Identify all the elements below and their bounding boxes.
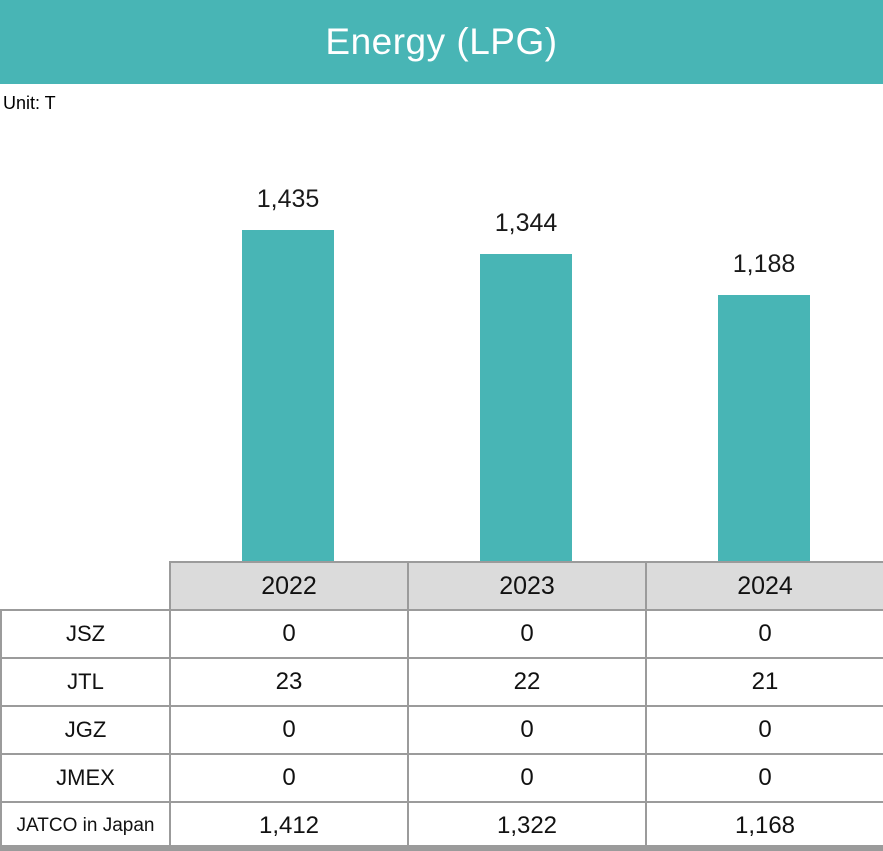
table-row: JMEX 0 0 0	[0, 753, 883, 803]
cell-value: 1,412	[169, 801, 409, 851]
bar	[480, 254, 572, 561]
cell-value: 21	[645, 657, 883, 707]
title-banner: Energy (LPG)	[0, 0, 883, 84]
column-header-2024: 2024	[645, 561, 883, 611]
cell-value: 22	[407, 657, 647, 707]
column-header-2022: 2022	[169, 561, 409, 611]
bar	[718, 295, 810, 561]
row-label-jsz: JSZ	[0, 609, 171, 659]
corner-cell	[1, 562, 170, 610]
row-label-jmex: JMEX	[0, 753, 171, 803]
page-title: Energy (LPG)	[325, 21, 558, 62]
table-row: JSZ 0 0 0	[0, 609, 883, 659]
cell-value: 0	[407, 609, 647, 659]
bar-value-label: 1,344	[494, 209, 558, 237]
cell-value: 0	[407, 705, 647, 755]
table-row: JGZ 0 0 0	[0, 705, 883, 755]
row-label-jatco-in-japan: JATCO in Japan	[0, 801, 171, 851]
cell-value: 0	[407, 753, 647, 803]
cell-value: 0	[169, 705, 409, 755]
cell-value: 1,322	[407, 801, 647, 851]
cell-value: 23	[169, 657, 409, 707]
data-table: 2022 2023 2024 JSZ 0 0 0 JTL 23 22 21	[0, 561, 883, 851]
bar-group-2023: 1,344	[480, 209, 572, 561]
bar-value-label: 1,435	[256, 185, 320, 213]
table-row: JATCO in Japan 1,412 1,322 1,168	[0, 801, 883, 851]
table-row: JTL 23 22 21	[0, 657, 883, 707]
bar-group-2022: 1,435	[242, 185, 334, 561]
cell-value: 0	[645, 705, 883, 755]
row-label-jtl: JTL	[0, 657, 171, 707]
cell-value: 0	[645, 609, 883, 659]
cell-value: 0	[645, 753, 883, 803]
row-label-jgz: JGZ	[0, 705, 171, 755]
cell-value: 1,168	[645, 801, 883, 851]
bar-group-2024: 1,188	[718, 250, 810, 561]
bar-chart: 1,435 1,344 1,188	[0, 84, 883, 561]
cell-value: 0	[169, 609, 409, 659]
table-bottom-border	[0, 845, 883, 851]
cell-value: 0	[169, 753, 409, 803]
bar	[242, 230, 334, 561]
table-header-row: 2022 2023 2024	[1, 561, 883, 611]
bar-value-label: 1,188	[732, 250, 796, 278]
column-header-2023: 2023	[407, 561, 647, 611]
unit-label: Unit: T	[3, 93, 56, 113]
